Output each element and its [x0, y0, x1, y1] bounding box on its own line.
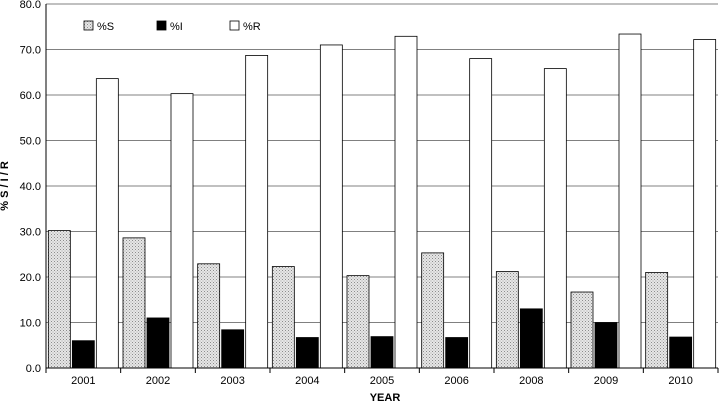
bar-pct-r-2008	[543, 68, 567, 369]
bar-pct-s-2009	[570, 291, 594, 369]
bar-pct-i-2004	[295, 337, 319, 369]
x-tick-label: 2006	[444, 375, 468, 387]
bar-pct-i-2001	[71, 340, 95, 369]
legend-swatch	[156, 20, 167, 31]
legend-swatch	[83, 20, 94, 31]
bar-pct-s-2005	[346, 275, 370, 369]
legend: %S %I %R	[83, 20, 261, 33]
bar-pct-s-2004	[271, 266, 295, 369]
y-tick-label: 70.0	[20, 45, 41, 57]
bar-pct-s-2006	[421, 252, 445, 369]
bar-pct-s-2010	[645, 272, 669, 369]
bar-pct-i-2003	[221, 329, 245, 369]
bar-pct-i-2005	[370, 336, 394, 369]
bar-pct-r-2004	[319, 44, 343, 369]
bar-pct-r-2001	[95, 78, 119, 369]
x-tick-label: 2009	[594, 375, 618, 387]
y-tick-label: 60.0	[20, 90, 41, 102]
bar-pct-s-2003	[197, 263, 221, 369]
x-tick-label: 2010	[668, 375, 692, 387]
y-tick-label: 30.0	[20, 227, 41, 239]
x-tick-label: 2008	[519, 375, 543, 387]
axes	[45, 4, 719, 373]
legend-label: %I	[170, 21, 183, 33]
bars	[47, 33, 717, 369]
x-tick-label: 2001	[71, 375, 95, 387]
legend-label: %S	[97, 21, 114, 33]
y-axis-title: % S / I / R	[0, 161, 11, 211]
bar-pct-s-2008	[495, 271, 519, 369]
x-tick-label: 2003	[220, 375, 244, 387]
bar-pct-r-2009	[618, 33, 642, 369]
y-tick-label: 20.0	[20, 272, 41, 284]
y-tick-label: 0.0	[26, 363, 41, 375]
x-tick-label: 2005	[370, 375, 394, 387]
y-tick-labels: 0.0 10.0 20.0 30.0 40.0 50.0 60.0 70.0 80.0	[20, 0, 41, 375]
x-axis-title: YEAR	[370, 392, 401, 404]
bar-pct-r-2003	[245, 55, 269, 369]
bar-pct-r-2005	[394, 35, 418, 369]
y-tick-label: 80.0	[20, 0, 41, 11]
bar-pct-r-2010	[693, 39, 717, 369]
y-tick-label: 50.0	[20, 136, 41, 148]
bar-pct-r-2006	[469, 58, 493, 369]
bar-pct-r-2002	[170, 93, 194, 369]
bar-pct-i-2009	[594, 322, 618, 369]
legend-label: %R	[243, 21, 261, 33]
bar-pct-i-2008	[519, 308, 543, 369]
gridlines	[46, 3, 718, 323]
bar-pct-i-2006	[445, 337, 469, 369]
legend-swatch	[229, 20, 240, 31]
bar-pct-i-2002	[146, 317, 170, 369]
bar-pct-i-2010	[669, 336, 693, 369]
y-tick-label: 40.0	[20, 181, 41, 193]
y-tick-label: 10.0	[20, 318, 41, 330]
bar-pct-s-2001	[47, 230, 71, 369]
x-tick-label: 2004	[295, 375, 319, 387]
bar-pct-s-2002	[122, 237, 146, 369]
x-tick-labels: 2001 2002 2003 2004 2005 2006 2008 2009 2010	[71, 375, 693, 387]
x-tick-label: 2002	[146, 375, 170, 387]
